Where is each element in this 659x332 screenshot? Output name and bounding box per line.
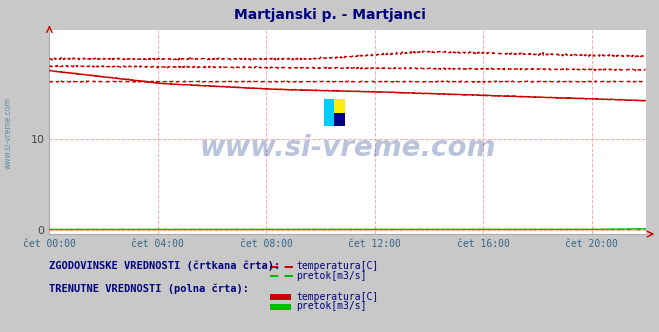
Text: pretok[m3/s]: pretok[m3/s] [297, 301, 367, 311]
Text: temperatura[C]: temperatura[C] [297, 261, 379, 271]
Bar [324, 99, 334, 126]
Text: Martjanski p. - Martjanci: Martjanski p. - Martjanci [233, 8, 426, 22]
Text: TRENUTNE VREDNOSTI (polna črta):: TRENUTNE VREDNOSTI (polna črta): [49, 284, 249, 294]
Text: www.si-vreme.com: www.si-vreme.com [3, 97, 13, 169]
Text: temperatura[C]: temperatura[C] [297, 292, 379, 302]
Text: ZGODOVINSKE VREDNOSTI (črtkana črta):: ZGODOVINSKE VREDNOSTI (črtkana črta): [49, 261, 281, 271]
Text: www.si-vreme.com: www.si-vreme.com [200, 134, 496, 162]
Bar [334, 113, 345, 126]
Text: pretok[m3/s]: pretok[m3/s] [297, 271, 367, 281]
Bar [324, 99, 345, 126]
